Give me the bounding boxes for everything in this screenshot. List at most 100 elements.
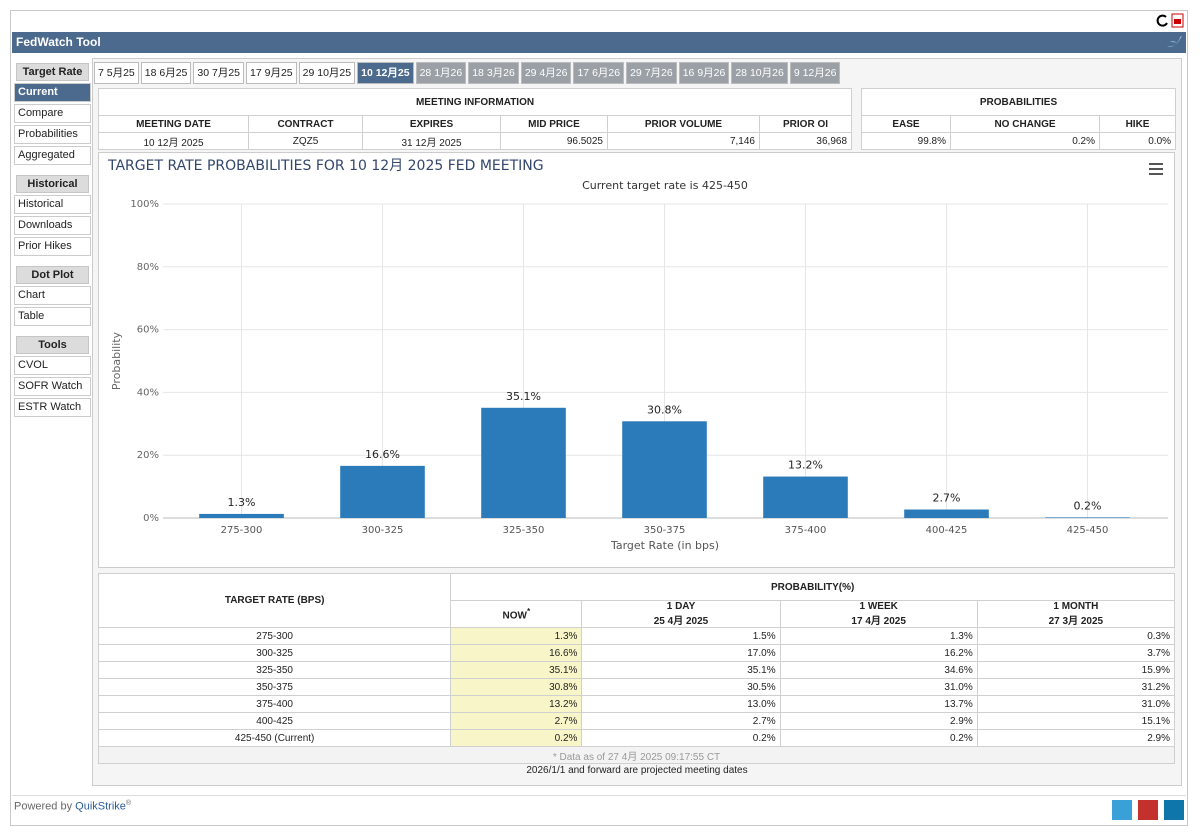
meeting-tab[interactable]: 28 10月26 — [731, 62, 788, 84]
footer: Powered by QuikStrike® — [12, 795, 1186, 825]
y-tick-label: 0% — [143, 513, 159, 524]
x-tick-label: 300-325 — [362, 525, 404, 536]
x-tick-label: 425-450 — [1067, 525, 1109, 536]
meeting-tab[interactable]: 10 12月25 — [357, 62, 414, 84]
meeting-tab[interactable]: 18 6月25 — [140, 62, 192, 84]
twitter-link[interactable] — [1112, 800, 1132, 820]
meeting-tab[interactable]: 29 7月26 — [626, 62, 677, 84]
probability-cell: 13.0% — [581, 695, 781, 713]
meeting-tab[interactable]: 9 12月26 — [789, 62, 841, 84]
probability-cell: 35.1% — [450, 661, 583, 679]
meeting-tab[interactable]: 17 6月26 — [573, 62, 625, 84]
probability-cell: 0.2% — [779, 729, 978, 747]
sidebar-item[interactable]: CVOL — [14, 356, 91, 375]
rate-cell: 275-300 — [97, 627, 452, 645]
header-row: TARGET RATE (BPS) PROBABILITY(%) — [97, 573, 1175, 628]
sidebar-item[interactable]: Aggregated — [14, 146, 91, 165]
column-label: 1 MONTH — [1053, 601, 1099, 612]
data-row: 375-400 13.2% 13.0% 13.7% 31.0% — [97, 695, 1176, 713]
chart: TARGET RATE PROBABILITIES FOR 10 12月 202… — [107, 158, 1168, 552]
meeting-tab[interactable]: 29 10月25 — [298, 62, 356, 84]
column-header: PRIOR VOLUME — [607, 115, 760, 133]
refresh-icon[interactable] — [1156, 14, 1168, 27]
probability-cell: 2.7% — [581, 712, 781, 730]
y-tick-label: 40% — [137, 387, 159, 398]
meeting-tab[interactable]: 16 9月26 — [678, 62, 730, 84]
footer-mark: ® — [125, 800, 132, 807]
probability-cell: 2.9% — [976, 729, 1176, 747]
subheader-row: NOW* 1 DAY 25 4月 2025 1 WEEK 17 4月 2025 1 MON… — [99, 600, 1176, 628]
column-date: 27 3月 2025 — [1048, 616, 1104, 627]
sidebar-item[interactable]: Historical — [14, 195, 91, 214]
meeting-tab[interactable]: 28 1月26 — [415, 62, 467, 84]
header-row: MEETING DATE CONTRACT EXPIRES MID PRICE PRIO… — [98, 115, 853, 133]
sidebar-item[interactable]: Current — [14, 83, 91, 102]
youtube-link[interactable] — [1138, 800, 1158, 820]
probability-cell: 17.0% — [581, 644, 781, 662]
title-row: PROBABILITIES — [860, 88, 1177, 116]
column-header: MEETING DATE — [98, 115, 249, 133]
sidebar-section-title: Target Rate — [16, 63, 89, 81]
column-mark: * — [526, 606, 531, 617]
twitter-icon[interactable] — [1166, 35, 1182, 49]
probability-cell: 34.6% — [779, 661, 978, 679]
sidebar-item[interactable]: Prior Hikes — [14, 237, 91, 256]
sidebar-item[interactable]: Probabilities — [14, 125, 91, 144]
probability-cell: 13.7% — [779, 695, 978, 713]
probability-cell: 0.2% — [581, 729, 781, 747]
meeting-tab[interactable]: 18 3月26 — [468, 62, 519, 84]
x-tick-label: 400-425 — [926, 525, 968, 536]
probability-cell: 16.6% — [450, 644, 583, 662]
sidebar: Target Rate Current Compare Probabilities Ag… — [14, 63, 91, 419]
footnote: 2026/1/1 and forward are projected meeti… — [526, 765, 748, 776]
data-row: 425-450 (Current) 0.2% 0.2% 0.2% 2.9% — [97, 729, 1176, 747]
data-label: 2.7% — [933, 492, 961, 505]
table-note: * Data as of 27 4月 2025 09:17:55 CT — [98, 746, 1175, 764]
column-header: MID PRICE — [500, 115, 608, 133]
linkedin-link[interactable] — [1164, 800, 1184, 820]
footer-brand[interactable]: QuikStrike — [75, 800, 126, 813]
sidebar-item[interactable]: SOFR Watch — [14, 377, 91, 396]
value-cell: 31 12月 2025 — [362, 132, 501, 150]
x-tick-label: 375-400 — [785, 525, 827, 536]
sidebar-item[interactable]: Downloads — [14, 216, 91, 235]
probability-cell: 1.3% — [450, 627, 583, 645]
probability-table: TARGET RATE (BPS) PROBABILITY(%) NOW* 1 DAY… — [97, 573, 1176, 764]
column-header: EASE — [861, 115, 951, 133]
sidebar-item[interactable]: Compare — [14, 104, 91, 123]
y-tick-label: 20% — [137, 450, 159, 461]
column-label: 1 DAY — [666, 601, 696, 612]
probability-cell: 31.2% — [976, 678, 1176, 696]
sidebar-item[interactable]: Chart — [14, 286, 91, 305]
probability-cell: 31.0% — [976, 695, 1176, 713]
bar — [1045, 517, 1130, 518]
meeting-tab[interactable]: 17 9月25 — [246, 62, 297, 84]
sidebar-section-title: Tools — [16, 336, 89, 354]
sidebar-item[interactable]: ESTR Watch — [14, 398, 91, 417]
probability-cell: 3.7% — [976, 644, 1176, 662]
value-row: 10 12月 2025 ZQZ5 31 12月 2025 96.5025 7,146 36… — [98, 132, 853, 150]
meeting-tab[interactable]: 30 7月25 — [193, 62, 245, 84]
title-row: MEETING INFORMATION — [97, 88, 853, 116]
row-header: TARGET RATE (BPS) — [97, 573, 452, 628]
probability-cell: 0.3% — [976, 627, 1176, 645]
x-tick-label: 325-350 — [503, 525, 545, 536]
value-cell: 96.5025 — [500, 132, 608, 150]
value-cell: 7,146 — [607, 132, 760, 150]
sidebar-item[interactable]: Table — [14, 307, 91, 326]
meeting-tab[interactable]: 7 5月25 — [94, 62, 139, 84]
meeting-info-table: MEETING INFORMATION MEETING DATE CONTRACT E… — [97, 88, 853, 150]
probability-cell: 0.2% — [450, 729, 583, 747]
bar — [481, 407, 566, 518]
y-axis-label: Probability — [110, 331, 123, 390]
column-header: HIKE — [1098, 115, 1177, 133]
value-row: 99.8% 0.2% 0.0% — [861, 132, 1177, 150]
sidebar-gap — [14, 328, 91, 336]
meeting-tab[interactable]: 29 4月26 — [520, 62, 572, 84]
data-label: 0.2% — [1074, 499, 1102, 512]
menu-icon[interactable] — [1149, 163, 1163, 175]
value-cell: 99.8% — [861, 132, 951, 150]
rate-cell: 300-325 — [97, 644, 452, 662]
sidebar-gap — [14, 167, 91, 175]
value-cell: ZQZ5 — [248, 132, 363, 150]
